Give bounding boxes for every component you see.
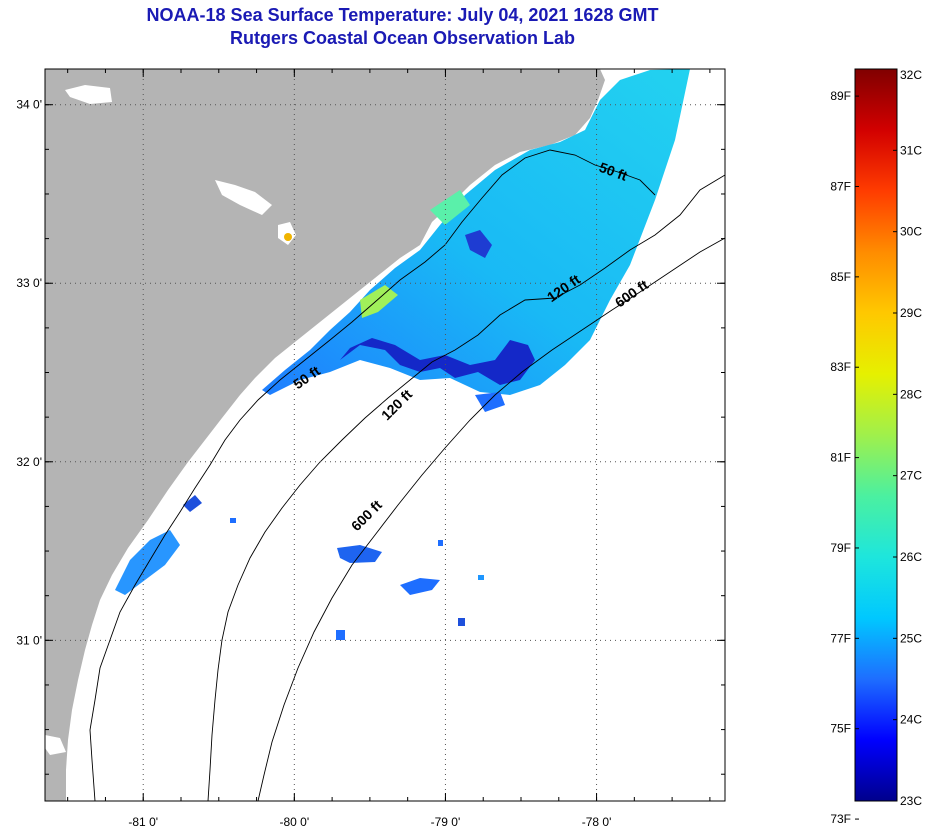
lat-tick-label: 33 0' <box>16 276 42 290</box>
isobath-120ft <box>207 174 725 801</box>
isobath-600ft <box>257 237 725 801</box>
colorbar-celsius-label: 29C <box>900 306 922 320</box>
colorbar-celsius-label: 23C <box>900 794 922 808</box>
inland-lake-2 <box>215 180 272 215</box>
colorbar-celsius-label: 31C <box>900 143 922 157</box>
colorbar-fahrenheit-label: 73F <box>830 812 851 826</box>
colorbar-fahrenheit-label: 79F <box>830 541 851 555</box>
colorbar-celsius-label: 25C <box>900 631 922 645</box>
sst-cold-patch-1 <box>340 338 535 385</box>
inland-lake-4 <box>45 735 66 755</box>
map-frame <box>44 68 726 802</box>
sst-warm-nearshore-2 <box>430 190 470 225</box>
colorbar-celsius-label: 24C <box>900 713 922 727</box>
sst-patch-offshore-4 <box>336 630 345 640</box>
map-title: NOAA-18 Sea Surface Temperature: July 04… <box>146 5 659 25</box>
inland-lake-1 <box>65 85 112 104</box>
colorbar-celsius-label: 27C <box>900 469 922 483</box>
colorbar <box>854 68 898 802</box>
lat-tick-label: 34 0' <box>16 98 42 112</box>
lat-tick-label: 31 0' <box>16 633 42 647</box>
colorbar-labels: 23C 24C 25C 26C 27C 28C 29C 30C 31C 32C 73F 75F 77F 7… <box>830 68 922 826</box>
colorbar-fahrenheit-label: 75F <box>830 722 851 736</box>
lon-tick-label: -78 0' <box>582 815 612 829</box>
colorbar-celsius-label: 26C <box>900 550 922 564</box>
colorbar-fahrenheit-label: 87F <box>830 179 851 193</box>
sst-cold-patch-2 <box>465 230 492 258</box>
sst-patch-offshore-1 <box>337 545 382 563</box>
colorbar-fahrenheit-label: 83F <box>830 360 851 374</box>
sst-patch-offshore-6 <box>438 540 443 546</box>
sst-patch-south-2 <box>183 495 202 512</box>
colorbar-fahrenheit-label: 77F <box>830 631 851 645</box>
map-area <box>45 69 725 801</box>
colorbar-fahrenheit-label: 89F <box>830 89 851 103</box>
sst-patch-offshore-7 <box>230 518 236 523</box>
lon-tick-label: -79 0' <box>431 815 461 829</box>
lon-tick-label: -81 0' <box>128 815 158 829</box>
lon-tick-label: -80 0' <box>280 815 310 829</box>
map-subtitle: Rutgers Coastal Ocean Observation Lab <box>229 28 576 48</box>
colorbar-celsius-label: 28C <box>900 387 922 401</box>
land-mass <box>45 69 605 801</box>
lat-tick-label: 32 0' <box>16 455 42 469</box>
isobath-50ft <box>89 149 656 801</box>
lake-sst-spot <box>284 233 292 241</box>
map-grid <box>45 69 725 801</box>
axis-labels: -81 0' -80 0' -79 0' -78 0' 34 0' 33 0' 32 0' 3… <box>16 69 725 829</box>
sst-patch-offshore-5 <box>478 575 484 580</box>
colorbar-fahrenheit-label: 81F <box>830 451 851 465</box>
sst-patch-south-1 <box>115 530 180 595</box>
colorbar-celsius-label: 32C <box>900 68 922 82</box>
colorbar-celsius-label: 30C <box>900 225 922 239</box>
sst-patch-offshore-2 <box>400 578 440 595</box>
sst-patch-offshore-3 <box>458 618 465 626</box>
sst-warm-nearshore <box>360 285 398 318</box>
colorbar-fahrenheit-label: 85F <box>830 270 851 284</box>
